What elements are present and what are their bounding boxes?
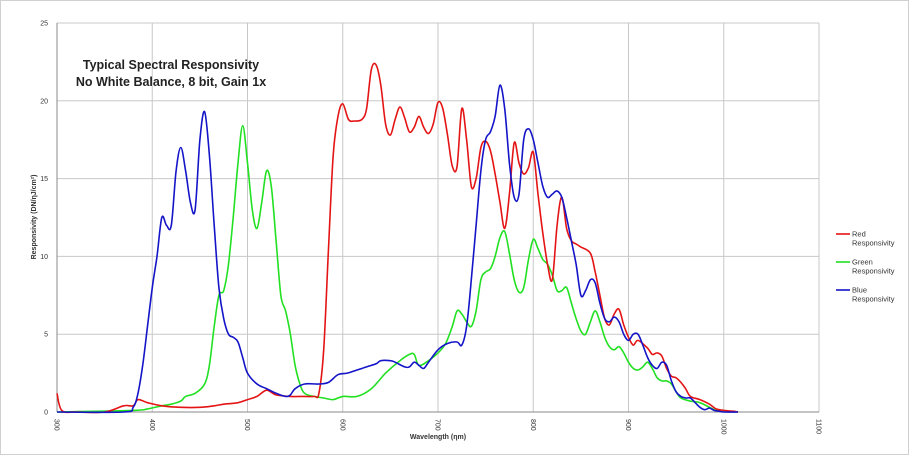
chart-title-line-1: Typical Spectral Responsivity bbox=[83, 58, 259, 72]
series-line-red bbox=[56, 62, 739, 414]
legend-label-green: Green Responsivity bbox=[852, 258, 895, 276]
x-tick-label: 700 bbox=[434, 419, 441, 431]
x-axis-label: Wavelength (ηm) bbox=[410, 434, 466, 441]
series-line-blue bbox=[56, 84, 739, 414]
series-line-green bbox=[56, 124, 739, 413]
grid-lines bbox=[56, 22, 820, 413]
x-tick-label: 900 bbox=[624, 419, 631, 431]
legend-label-red: Red Responsivity bbox=[852, 230, 895, 248]
x-tick-label: 1000 bbox=[719, 419, 726, 435]
series-lines bbox=[56, 62, 739, 414]
x-tick-label: 800 bbox=[529, 419, 536, 431]
x-tick-label: 500 bbox=[243, 419, 250, 431]
y-tick-label: 15 bbox=[40, 176, 48, 183]
legend: Red Responsivity Green Responsivity Blue Resp… bbox=[836, 230, 895, 304]
y-axis-ticks: 0 5 10 15 20 25 bbox=[40, 21, 48, 417]
y-tick-label: 5 bbox=[44, 332, 48, 339]
y-tick-label: 10 bbox=[40, 254, 48, 261]
x-tick-label: 300 bbox=[53, 419, 60, 431]
x-axis-ticks: 300 400 500 600 700 800 900 1000 1100 bbox=[53, 419, 822, 435]
y-tick-label: 0 bbox=[44, 410, 48, 417]
x-tick-label: 1100 bbox=[815, 419, 822, 434]
x-tick-label: 600 bbox=[338, 419, 345, 431]
y-tick-label: 25 bbox=[40, 21, 48, 28]
x-tick-label: 400 bbox=[148, 419, 155, 431]
chart-title-line-2: No White Balance, 8 bit, Gain 1x bbox=[76, 75, 266, 89]
legend-label-blue: Blue Responsivity bbox=[852, 286, 895, 304]
y-tick-label: 20 bbox=[40, 98, 48, 105]
y-axis-label: Responsivity (DN/ηJ/cm²) bbox=[31, 175, 38, 260]
